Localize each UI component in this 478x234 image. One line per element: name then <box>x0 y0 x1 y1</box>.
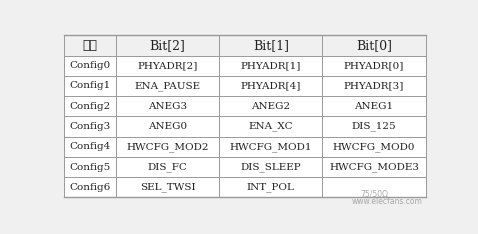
Bar <box>219 35 323 55</box>
Text: Bit[2]: Bit[2] <box>150 39 185 52</box>
Bar <box>116 76 219 96</box>
Bar <box>116 116 219 137</box>
Bar <box>219 55 323 76</box>
Bar <box>323 137 426 157</box>
Text: PHYADR[4]: PHYADR[4] <box>240 81 301 91</box>
Text: PHYADR[1]: PHYADR[1] <box>240 61 301 70</box>
Text: PHYADR[2]: PHYADR[2] <box>137 61 198 70</box>
Bar <box>219 96 323 116</box>
Text: Config3: Config3 <box>69 122 110 131</box>
Text: DIS_SLEEP: DIS_SLEEP <box>240 162 301 172</box>
Bar <box>219 157 323 177</box>
Bar <box>116 35 219 55</box>
Bar <box>64 157 116 177</box>
Text: DIS_FC: DIS_FC <box>148 162 187 172</box>
Bar <box>323 116 426 137</box>
Bar <box>323 157 426 177</box>
Bar <box>323 177 426 197</box>
Text: Config4: Config4 <box>69 142 110 151</box>
Bar <box>116 157 219 177</box>
Bar <box>116 96 219 116</box>
Bar <box>323 96 426 116</box>
Text: ENA_PAUSE: ENA_PAUSE <box>134 81 201 91</box>
Text: ANEG1: ANEG1 <box>355 102 394 111</box>
Text: Config6: Config6 <box>69 183 110 192</box>
Text: PHYADR[3]: PHYADR[3] <box>344 81 404 91</box>
Text: HWCFG_MODE3: HWCFG_MODE3 <box>329 162 419 172</box>
Text: INT_POL: INT_POL <box>247 183 295 192</box>
Bar <box>116 137 219 157</box>
Bar <box>64 35 116 55</box>
Text: Bit[1]: Bit[1] <box>253 39 289 52</box>
Text: PHYADR[0]: PHYADR[0] <box>344 61 404 70</box>
Text: Bit[0]: Bit[0] <box>356 39 392 52</box>
Text: HWCFG_MOD2: HWCFG_MOD2 <box>126 142 209 152</box>
Bar <box>323 35 426 55</box>
Text: 75/50Ω: 75/50Ω <box>360 189 389 198</box>
Text: 引脚: 引脚 <box>83 39 98 52</box>
Text: HWCFG_MOD1: HWCFG_MOD1 <box>229 142 312 152</box>
Text: ANEG0: ANEG0 <box>148 122 187 131</box>
Bar <box>219 177 323 197</box>
Bar <box>116 55 219 76</box>
Text: ENA_XC: ENA_XC <box>249 122 293 131</box>
Text: Config2: Config2 <box>69 102 110 111</box>
Bar <box>64 55 116 76</box>
Bar <box>219 116 323 137</box>
Bar <box>116 177 219 197</box>
Text: ANEG3: ANEG3 <box>148 102 187 111</box>
Text: www.elecfans.com: www.elecfans.com <box>352 197 423 206</box>
Bar <box>64 116 116 137</box>
Bar <box>64 137 116 157</box>
Text: Config5: Config5 <box>69 163 110 172</box>
Text: SEL_TWSI: SEL_TWSI <box>140 183 196 192</box>
Text: Config1: Config1 <box>69 81 110 91</box>
Bar <box>323 76 426 96</box>
Bar <box>323 55 426 76</box>
Text: Config0: Config0 <box>69 61 110 70</box>
Bar <box>64 76 116 96</box>
Bar <box>219 76 323 96</box>
Bar <box>64 96 116 116</box>
Text: DIS_125: DIS_125 <box>352 122 396 131</box>
Text: ANEG2: ANEG2 <box>251 102 290 111</box>
Bar <box>219 137 323 157</box>
Text: HWCFG_MOD0: HWCFG_MOD0 <box>333 142 415 152</box>
Bar <box>64 177 116 197</box>
